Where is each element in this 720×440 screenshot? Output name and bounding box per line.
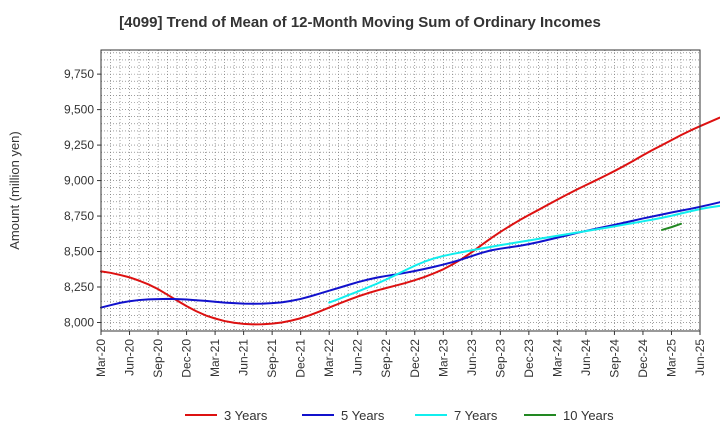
y-tick-label: 9,500 — [64, 103, 94, 117]
x-tick-label: Mar-24 — [550, 339, 564, 377]
x-tick-label: Jun-21 — [237, 339, 251, 376]
legend-label: 5 Years — [341, 408, 385, 423]
x-tick-label: Sep-21 — [265, 339, 279, 378]
x-tick-label: Sep-20 — [151, 339, 165, 378]
series-line-7-years — [328, 204, 720, 304]
series-line-3-years — [100, 116, 720, 326]
x-tick-label: Sep-23 — [493, 339, 507, 378]
series-line-5-years — [100, 201, 720, 309]
x-tick-label: Jun-24 — [579, 339, 593, 376]
x-tick-label: Dec-21 — [294, 339, 308, 378]
legend-label: 7 Years — [454, 408, 498, 423]
x-tick-label: Jun-22 — [351, 339, 365, 376]
x-tick-label: Mar-22 — [322, 339, 336, 377]
x-tick-label: Jun-20 — [123, 339, 137, 376]
legend-label: 10 Years — [563, 408, 614, 423]
x-tick-labels: Mar-20 Jun-20 Sep-20 Dec-20 Mar-21 Jun-21 Sep-… — [94, 331, 707, 378]
x-tick-label: Sep-24 — [607, 339, 621, 378]
y-tick-label: 9,250 — [64, 138, 94, 152]
y-axis-title: Amount (million yen) — [7, 131, 22, 250]
y-tick-label: 8,500 — [64, 245, 94, 259]
y-tick-label: 8,000 — [64, 315, 94, 329]
x-tick-label: Mar-23 — [436, 339, 450, 377]
legend-label: 3 Years — [224, 408, 268, 423]
plot-frame — [100, 49, 701, 332]
series-lines — [100, 116, 720, 326]
x-tick-label: Mar-20 — [94, 339, 108, 377]
x-tick-label: Dec-23 — [522, 339, 536, 378]
y-tick-label: 8,250 — [64, 280, 94, 294]
x-tick-label: Dec-24 — [636, 339, 650, 378]
y-tick-label: 9,750 — [64, 67, 94, 81]
y-tick-labels: 8,000 8,250 8,500 8,750 9,000 9,250 9,500 9,750 — [64, 67, 101, 329]
series-line-10-years — [660, 222, 682, 231]
y-tick-label: 9,000 — [64, 174, 94, 188]
y-tick-label: 8,750 — [64, 209, 94, 223]
x-tick-label: Mar-21 — [208, 339, 222, 377]
x-tick-label: Jun-25 — [693, 339, 707, 376]
x-tick-label: Dec-20 — [180, 339, 194, 378]
chart-title: [4099] Trend of Mean of 12-Month Moving … — [119, 14, 601, 31]
grid — [101, 50, 700, 331]
x-tick-label: Sep-22 — [379, 339, 393, 378]
legend: 3 Years 5 Years 7 Years 10 Years — [185, 408, 614, 423]
x-tick-label: Jun-23 — [465, 339, 479, 376]
x-tick-label: Mar-25 — [664, 339, 678, 377]
x-tick-label: Dec-22 — [408, 339, 422, 378]
